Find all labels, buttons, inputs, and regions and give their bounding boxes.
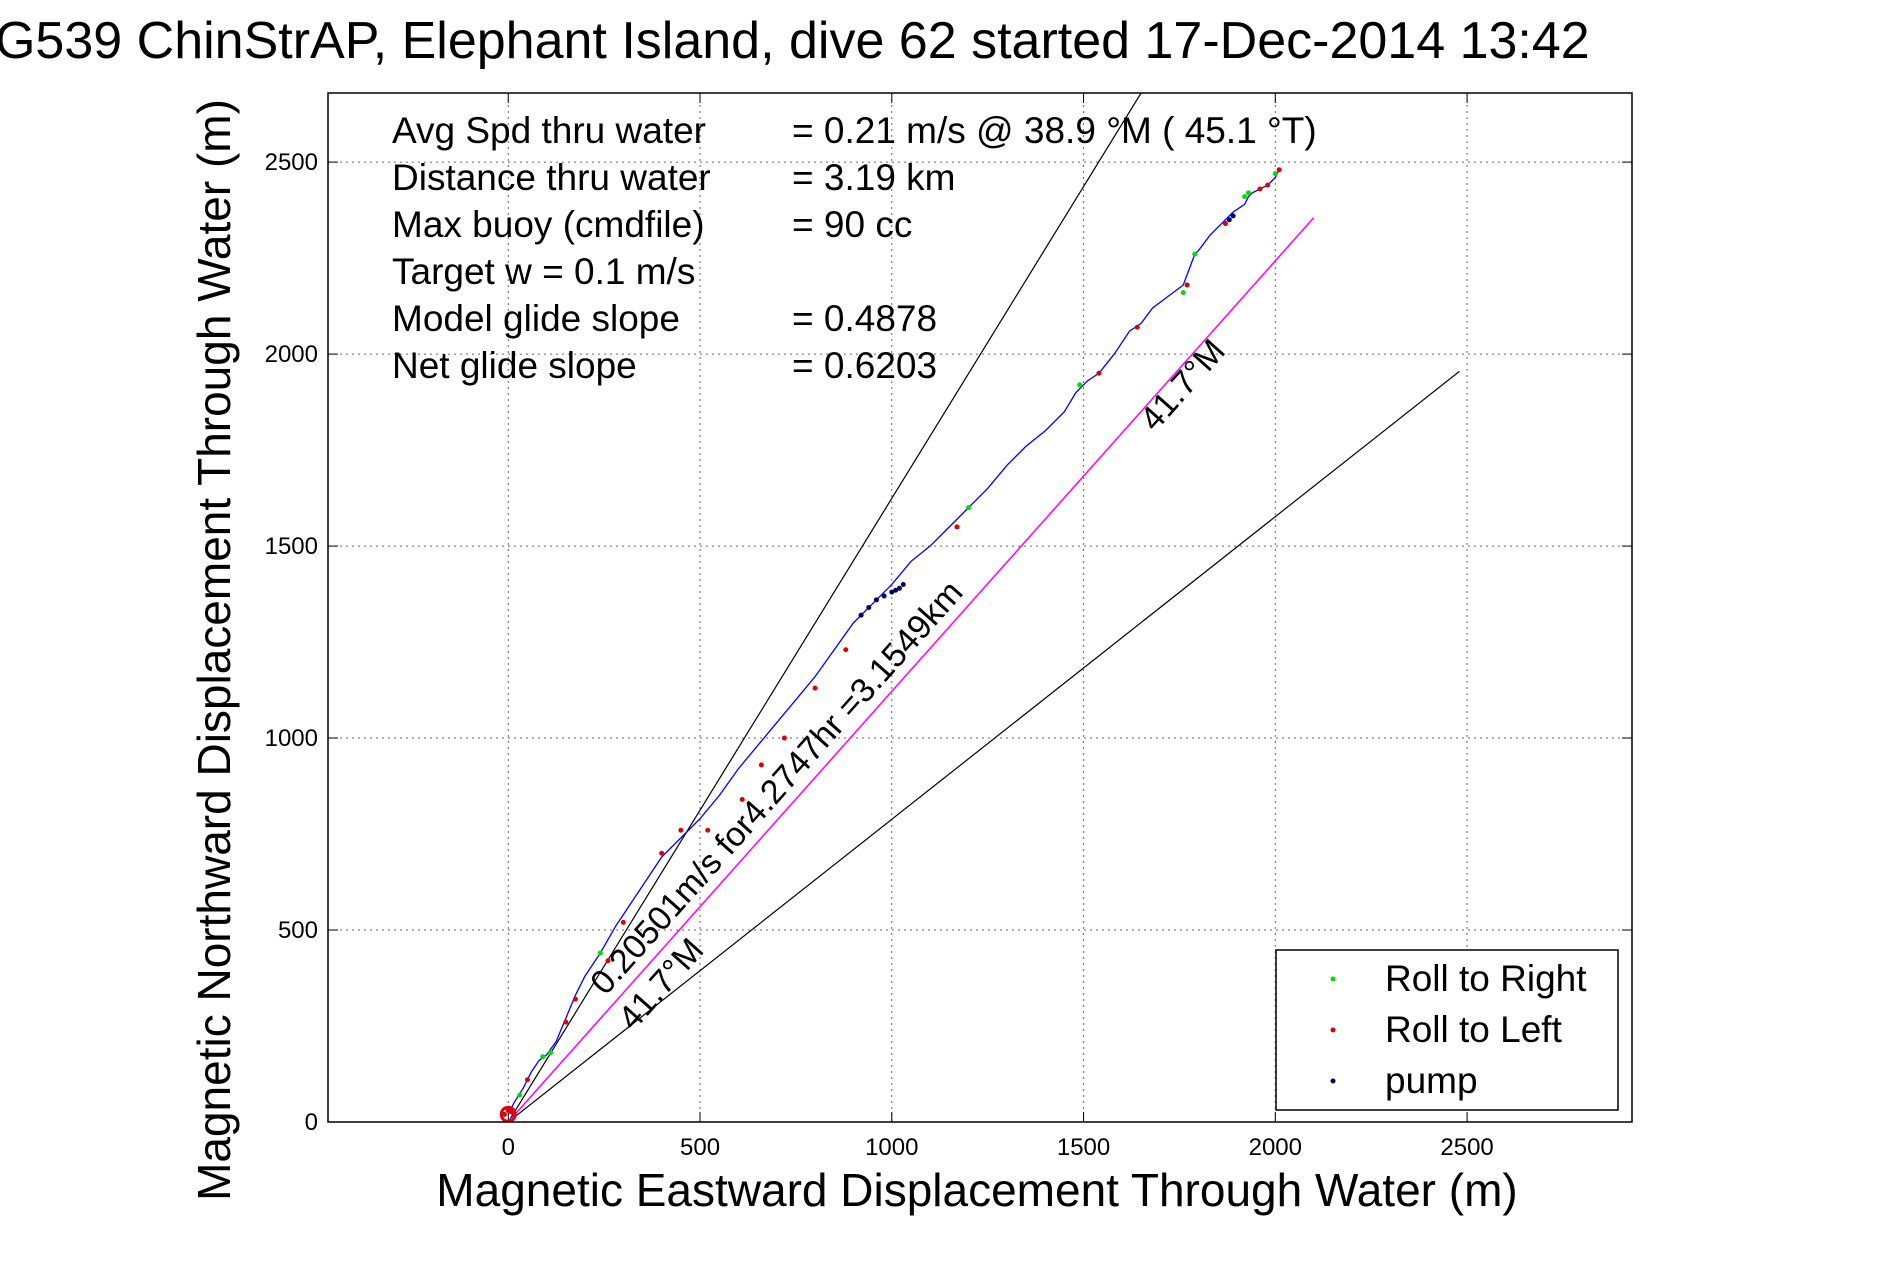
stats-label: Distance thru water	[392, 157, 711, 198]
marker-point	[597, 950, 603, 956]
x-tick-label: 0	[502, 1134, 515, 1161]
marker-point	[873, 597, 879, 603]
stats-value: = 3.19 km	[792, 157, 956, 198]
stats-value: = 0.21 m/s @ 38.9 °M ( 45.1 °T)	[792, 110, 1317, 151]
marker-point	[1180, 290, 1186, 296]
x-tick-label: 2500	[1440, 1134, 1493, 1161]
marker-point	[1272, 171, 1278, 177]
marker-point	[1242, 194, 1248, 200]
marker-point	[1192, 251, 1198, 257]
marker-point	[858, 612, 864, 618]
x-tick-label: 1500	[1057, 1134, 1110, 1161]
marker-point	[572, 996, 578, 1002]
y-tick-label: 0	[305, 1109, 318, 1136]
plot-clipped-group	[499, 93, 1460, 1122]
marker-point	[659, 850, 665, 856]
stats-label: Max buoy (cmdfile)	[392, 204, 705, 245]
marker-point	[1077, 382, 1083, 388]
marker-point	[866, 605, 872, 610]
marker-point	[965, 505, 971, 511]
stats-label: Avg Spd thru water	[392, 110, 706, 151]
stats-value: = 0.6203	[792, 345, 937, 386]
marker-point	[1257, 186, 1263, 192]
track-line	[507, 169, 1280, 1115]
marker-point	[758, 762, 764, 768]
legend-label: pump	[1385, 1060, 1478, 1101]
y-tick-label: 2000	[265, 341, 318, 368]
y-tick-label: 500	[278, 917, 318, 944]
marker-point	[843, 647, 849, 653]
stats-block: Avg Spd thru water = 0.21 m/s @ 38.9 °M (…	[392, 110, 1317, 386]
marker-point	[1265, 182, 1271, 188]
plot-frame	[327, 92, 1633, 1123]
marker-point	[781, 735, 787, 741]
marker-point	[1184, 282, 1190, 288]
stats-label: Model glide slope	[392, 298, 680, 339]
marker-point	[620, 919, 626, 925]
marker-point	[1222, 221, 1228, 227]
marker-point	[954, 524, 960, 530]
marker-point	[900, 581, 906, 587]
marker-point	[678, 827, 684, 833]
legend-label: Roll to Right	[1385, 958, 1587, 999]
legend-marker	[1330, 976, 1336, 982]
marker-point	[505, 1107, 511, 1113]
marker-point	[889, 589, 895, 595]
marker-point	[881, 593, 887, 599]
marker-point	[1134, 324, 1140, 330]
legend: Roll to Right Roll to Left pump	[1275, 949, 1619, 1111]
plot-area: 0 500 1000 1500 2000 2500 0 500 1000 1500 2000 2500…	[265, 92, 1633, 1161]
marker-point	[563, 1019, 569, 1025]
x-axis-label: Magnetic Eastward Displacement Through W…	[436, 1164, 1517, 1216]
y-tick-label: 1000	[265, 725, 318, 752]
stats-label: Target w = 0.1 m/s	[392, 251, 695, 292]
marker-point	[1096, 370, 1102, 376]
marker-point	[1230, 213, 1236, 219]
x-tick-label: 500	[680, 1134, 720, 1161]
reference-line	[507, 93, 1142, 1122]
stats-value: = 90 cc	[792, 204, 912, 245]
marker-point	[1276, 167, 1282, 173]
legend-marker	[1330, 1027, 1336, 1033]
x-tick-label: 2000	[1249, 1134, 1302, 1161]
marker-point	[547, 1050, 553, 1056]
marker-point	[893, 587, 899, 593]
stats-label: Net glide slope	[392, 345, 637, 386]
x-tick-label: 1000	[865, 1134, 918, 1161]
stats-value: = 0.4878	[792, 298, 937, 339]
marker-point	[1226, 217, 1232, 223]
legend-marker	[1330, 1078, 1336, 1084]
y-tick-label: 1500	[265, 533, 318, 560]
marker-point	[501, 1111, 507, 1117]
marker-point	[524, 1077, 530, 1083]
marker-point	[1245, 190, 1251, 196]
chart-title: SG539 ChinStrAP, Elephant Island, dive 6…	[0, 12, 1590, 70]
marker-point	[605, 958, 611, 964]
y-axis-label: Magnetic Northward Displacement Through …	[188, 99, 240, 1201]
y-tick-label: 2500	[265, 149, 318, 176]
marker-point	[705, 827, 711, 833]
target-line	[507, 217, 1315, 1122]
marker-point	[812, 685, 818, 691]
marker-point	[540, 1054, 546, 1060]
marker-point	[739, 796, 745, 802]
reference-line	[507, 370, 1460, 1122]
marker-point	[517, 1092, 523, 1098]
marker-point	[896, 585, 902, 591]
legend-label: Roll to Left	[1385, 1009, 1563, 1050]
